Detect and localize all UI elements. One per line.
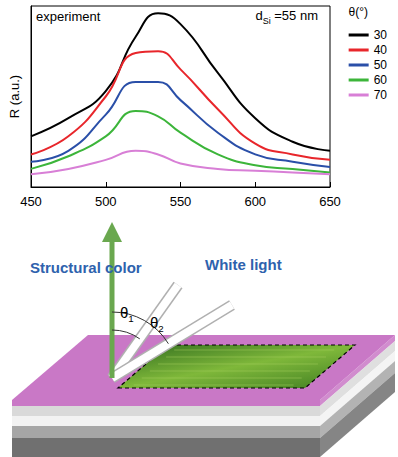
svg-text:θ2: θ2	[150, 314, 164, 334]
svg-text:Si: Si	[263, 16, 271, 26]
svg-text:d: d	[255, 8, 262, 23]
svg-text:30: 30	[374, 28, 388, 42]
svg-text:Structural color: Structural color	[30, 259, 142, 276]
svg-text:R (a.u.): R (a.u.)	[7, 75, 22, 118]
svg-text:550: 550	[170, 194, 192, 209]
svg-text:70: 70	[374, 88, 388, 102]
svg-text:=55 nm: =55 nm	[271, 8, 318, 23]
svg-text:450: 450	[20, 194, 42, 209]
svg-text:40: 40	[374, 43, 388, 57]
svg-text:600: 600	[244, 194, 266, 209]
svg-text:650: 650	[319, 194, 341, 209]
svg-text:500: 500	[95, 194, 117, 209]
svg-text:50: 50	[374, 58, 388, 72]
svg-text:θ(°): θ(°)	[349, 5, 368, 19]
svg-text:experiment: experiment	[36, 9, 101, 24]
svg-text:White light: White light	[205, 256, 282, 273]
svg-text:θ1: θ1	[120, 304, 134, 324]
svg-text:60: 60	[374, 73, 388, 87]
